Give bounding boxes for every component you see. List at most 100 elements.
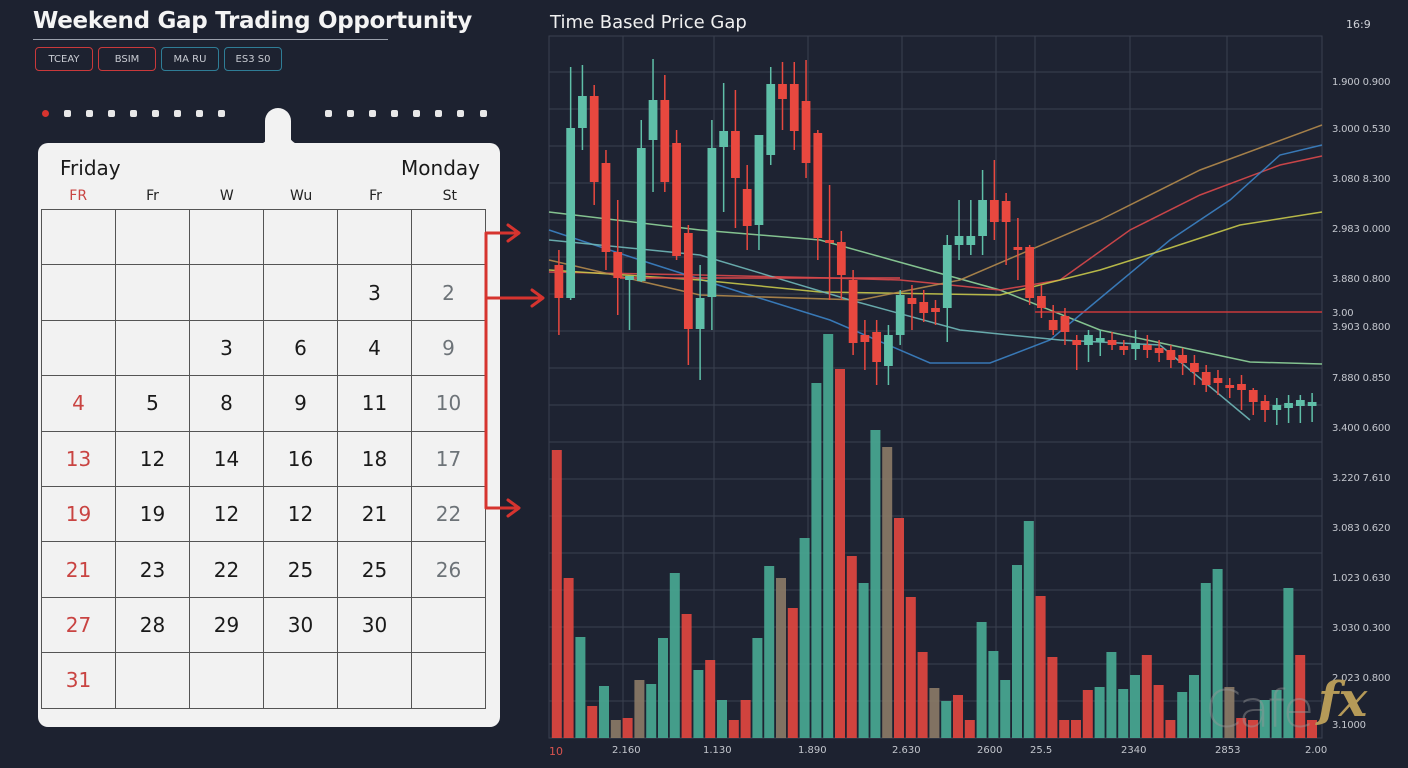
calendar-day-cell[interactable] [263,652,338,709]
watermark-text: Cafe [1205,680,1314,740]
calendar-day-cell[interactable]: 9 [263,375,338,432]
candle-body [1213,378,1223,383]
candle-body [954,236,964,245]
calendar-tab[interactable] [265,108,291,148]
calendar-day-cell[interactable]: 26 [411,541,486,598]
calendar-day-number: 29 [213,612,240,637]
timeline-dot[interactable] [130,110,137,117]
calendar-day-cell[interactable]: 27 [41,596,116,654]
timeline-dot[interactable] [86,110,93,117]
timeline-dot[interactable] [108,110,115,117]
calendar-day-cell[interactable]: 31 [41,652,116,709]
calendar-day-cell[interactable]: 21 [337,485,412,543]
candle-body [931,308,940,312]
calendar-day-number: 9 [442,335,455,360]
timeline-dot[interactable] [152,110,159,117]
tag-button[interactable]: ES3 S0 [224,47,282,71]
y-axis-tick-label: 3.030 0.300 [1332,623,1391,634]
calendar-day-cell[interactable]: 18 [337,430,412,487]
moving-average-line [548,144,1323,364]
calendar-day-number: 18 [361,446,388,471]
calendar-day-cell[interactable] [115,652,190,709]
timeline-dot[interactable] [196,110,203,117]
calendar-day-cell[interactable] [411,208,486,266]
timeline-dot[interactable] [435,110,442,117]
x-axis-tick-label: 2340 [1121,745,1147,756]
timeline-dot-active[interactable] [42,110,49,117]
page-title: Weekend Gap Trading Opportunity [33,8,472,34]
timeline-dot[interactable] [457,110,464,117]
volume-bar [1283,588,1294,738]
timeline-dot[interactable] [369,110,376,117]
calendar-day-cell[interactable]: 6 [263,319,338,377]
calendar-day-cell[interactable]: 25 [263,541,338,598]
x-axis-tick-label: 10 [549,745,563,758]
calendar-day-cell[interactable]: 22 [411,485,486,543]
timeline-dot[interactable] [174,110,181,117]
calendar-day-cell[interactable]: 19 [41,485,116,543]
volume-bar [1118,689,1129,738]
timeline-dot[interactable] [218,110,225,117]
calendar-day-number: 28 [139,612,166,637]
timeline-dot[interactable] [480,110,487,117]
calendar-day-cell[interactable]: 12 [115,430,190,487]
candle-body [872,332,882,362]
calendar-day-cell[interactable]: 19 [115,485,190,543]
calendar-day-cell[interactable]: 12 [189,485,264,543]
calendar-day-cell[interactable]: 8 [189,375,264,432]
candle-body [1201,372,1211,385]
calendar-day-cell[interactable] [189,264,264,321]
tag-button[interactable]: MA RU [161,47,219,71]
volume-bar [634,680,645,738]
calendar-day-cell[interactable] [263,208,338,266]
calendar-day-cell[interactable] [115,264,190,321]
calendar-day-cell[interactable]: 13 [41,430,116,487]
candle-body [848,280,858,343]
calendar-day-cell[interactable]: 2 [411,264,486,321]
x-axis-tick-label: 25.5 [1030,745,1053,756]
calendar-day-cell[interactable] [411,652,486,709]
candle-body [825,240,834,243]
calendar-day-cell[interactable]: 3 [337,264,412,321]
calendar-day-number: 17 [435,446,462,471]
calendar-day-cell[interactable]: 11 [337,375,412,432]
weekday-label: W [219,188,234,204]
y-axis-tick-label: 3.220 7.610 [1332,473,1391,484]
calendar-day-number: 12 [139,446,166,471]
timeline-dot[interactable] [413,110,420,117]
tag-button[interactable]: BSIM [98,47,156,71]
volume-bar [1295,655,1306,738]
y-axis-tick-label: 1.023 0.630 [1332,573,1391,584]
calendar-day-cell[interactable]: 12 [263,485,338,543]
calendar-day-cell[interactable]: 9 [411,319,486,377]
volume-bar [953,695,963,738]
calendar-day-number: 3 [368,280,381,305]
calendar-day-cell[interactable]: 10 [411,375,486,432]
tag-button[interactable]: TCEAY [35,47,93,71]
volume-bar [563,578,574,738]
timeline-dot[interactable] [64,110,71,117]
calendar-day-cell[interactable] [337,652,412,709]
calendar-day-cell[interactable]: 30 [337,596,412,654]
calendar-day-number: 5 [146,391,159,416]
calendar-day-number: 31 [65,668,92,693]
timeline-dot[interactable] [391,110,398,117]
candle-body [589,96,599,182]
calendar-day-cell[interactable]: 17 [411,430,486,487]
calendar-day-cell[interactable]: 16 [263,430,338,487]
volume-bar [752,638,763,738]
calendar-left-label: Friday [60,156,121,180]
volume-bar [551,450,562,738]
timeline-dot[interactable] [325,110,332,117]
calendar-day-cell[interactable] [337,208,412,266]
timeline-dot[interactable] [347,110,354,117]
volume-bar [1259,700,1270,738]
calendar-day-cell[interactable]: 5 [115,375,190,432]
x-axis-tick-label: 2.630 [892,745,921,756]
candle-body [836,242,846,275]
calendar-day-cell[interactable] [411,596,486,654]
calendar-day-cell[interactable]: 22 [189,541,264,598]
candle-body [1131,343,1140,349]
